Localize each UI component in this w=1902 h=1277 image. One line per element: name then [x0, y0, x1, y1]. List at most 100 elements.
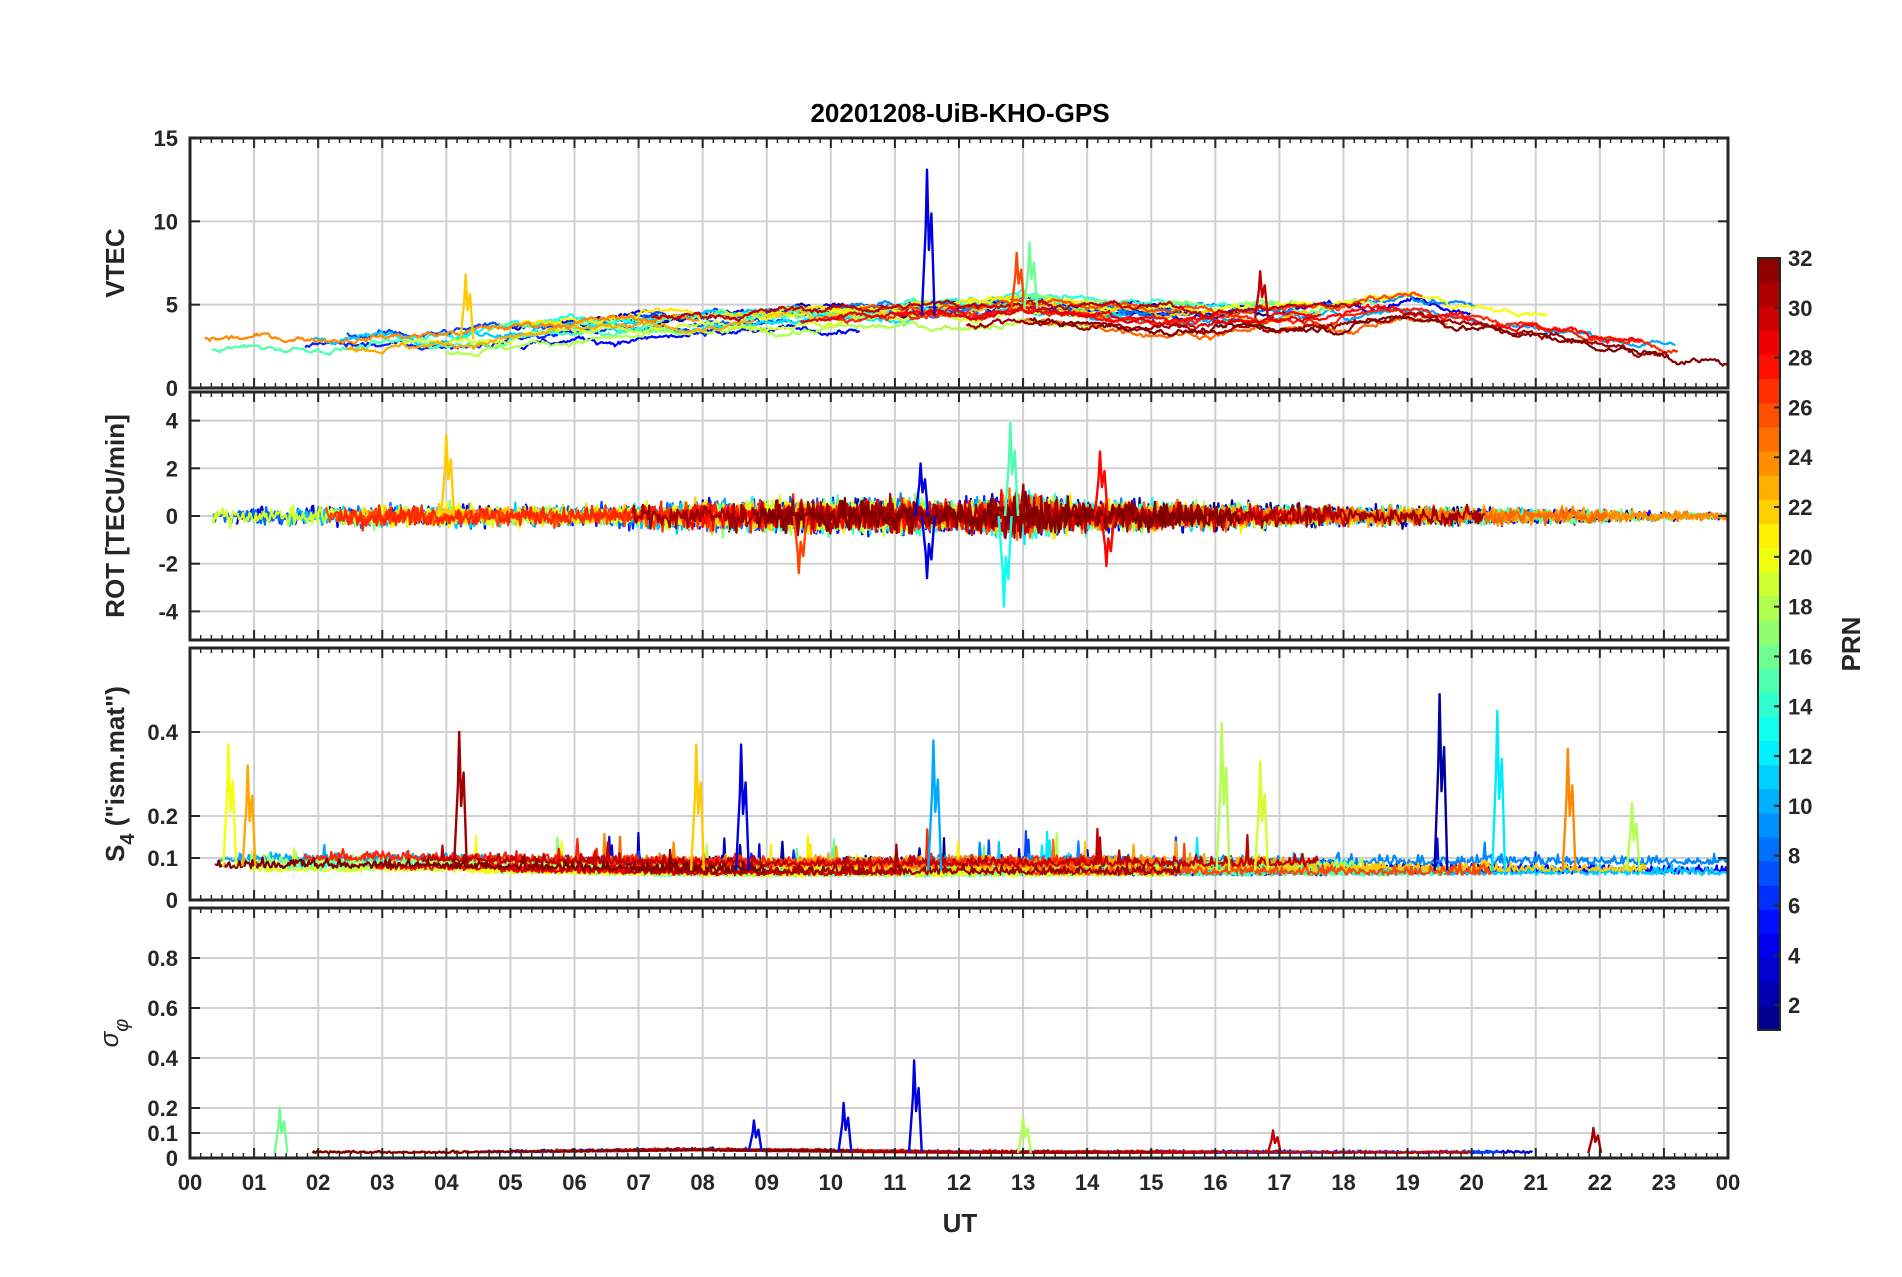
panel-3-series — [214, 693, 1728, 878]
colorbar-tick-label: 12 — [1788, 744, 1812, 769]
colorbar-swatch — [1758, 933, 1780, 959]
event-peak-prn-10 — [927, 739, 943, 871]
colorbar-tick-label: 26 — [1788, 395, 1812, 420]
y-tick-label: 0.4 — [147, 720, 178, 745]
y-axis-label: σφ — [94, 1019, 133, 1048]
x-tick-label: 08 — [690, 1170, 714, 1195]
x-axis-label: UT — [943, 1208, 978, 1238]
event-peak-prn-4 — [920, 168, 936, 316]
colorbar-swatch — [1758, 619, 1780, 645]
event-peak-prn-22 — [440, 433, 456, 517]
x-tick-label: 03 — [370, 1170, 394, 1195]
colorbar-swatch — [1758, 885, 1780, 910]
event-peak-prn-4 — [907, 1059, 923, 1153]
y-tick-label: 0.1 — [147, 1121, 178, 1146]
event-peak-prn-20 — [222, 743, 238, 867]
panel-1-series — [204, 168, 1728, 367]
colorbar-tick-label: 28 — [1788, 346, 1812, 371]
event-peak-prn-15 — [1003, 421, 1020, 517]
colorbar-swatch — [1758, 306, 1780, 331]
y-tick-label: 0 — [166, 504, 178, 529]
y-tick-label: 5 — [166, 293, 178, 318]
colorbar-swatch — [1758, 547, 1780, 573]
event-peak-prn-16 — [1023, 241, 1039, 309]
panel-4-series — [273, 1059, 1603, 1155]
event-peak-prn-2 — [1433, 693, 1449, 871]
event-peak-prn-28 — [1093, 450, 1109, 517]
colorbar-tick-label: 8 — [1788, 844, 1800, 869]
series-prn-29 — [497, 849, 903, 877]
colorbar-swatch — [1758, 788, 1780, 814]
colorbar-tick-label: 14 — [1788, 694, 1813, 719]
event-peak-prn-4 — [747, 1119, 763, 1152]
series-prn-29 — [800, 305, 1322, 330]
y-tick-label: 0.8 — [147, 946, 178, 971]
x-tick-label: 23 — [1652, 1170, 1676, 1195]
colorbar-swatch — [1758, 475, 1780, 500]
series-layer — [204, 168, 1728, 1155]
y-axis-label: VTEC — [100, 228, 130, 298]
event-peak-prn-12 — [1491, 709, 1507, 871]
x-tick-label: 16 — [1203, 1170, 1227, 1195]
x-tick-label: 11 — [883, 1170, 906, 1195]
colorbar-swatch — [1758, 402, 1780, 428]
y-tick-label: 2 — [166, 456, 178, 481]
colorbar-tick-label: 10 — [1788, 794, 1812, 819]
colorbar-swatch — [1758, 981, 1780, 1007]
colorbar-swatch — [1758, 426, 1780, 452]
y-tick-label: 0.6 — [147, 996, 178, 1021]
event-peak-prn-26 — [1010, 251, 1026, 309]
colorbar-tick-label: 30 — [1788, 296, 1812, 321]
x-tick-label: 17 — [1267, 1170, 1291, 1195]
colorbar-tick-label: 4 — [1788, 943, 1801, 968]
colorbar-tick-label: 2 — [1788, 993, 1800, 1018]
x-tick-label: 00 — [1716, 1170, 1740, 1195]
y-axis-label: ROT [TECU/min] — [100, 414, 130, 618]
y-tick-label: 4 — [166, 409, 179, 434]
colorbar-swatch — [1758, 740, 1780, 766]
y-tick-label: -2 — [158, 552, 178, 577]
x-tick-label: 02 — [306, 1170, 330, 1195]
colorbar-swatch — [1758, 258, 1780, 283]
series-prn-5 — [518, 324, 861, 351]
text-layer: 20201208-UiB-KHO-GPS UT 051015VTEC-4-202… — [94, 98, 1740, 1238]
x-tick-label: 05 — [498, 1170, 522, 1195]
colorbar-swatch — [1758, 571, 1780, 597]
x-tick-label: 21 — [1524, 1170, 1548, 1195]
colorbar-tick-label: 24 — [1788, 445, 1813, 470]
colorbar-tick-label: 18 — [1788, 595, 1812, 620]
event-peak-prn-28 — [1100, 515, 1116, 568]
x-tick-label: 04 — [434, 1170, 459, 1195]
event-peak-prn-26 — [792, 515, 808, 575]
colorbar-swatch — [1758, 764, 1780, 790]
x-tick-label: 12 — [947, 1170, 971, 1195]
colorbar-swatch — [1758, 861, 1780, 886]
colorbar-tick-label: 32 — [1788, 246, 1812, 271]
event-peak-prn-4 — [920, 515, 936, 580]
y-tick-label: 15 — [154, 126, 178, 151]
x-tick-label: 20 — [1459, 1170, 1483, 1195]
colorbar-swatch — [1758, 595, 1780, 621]
event-peak-prn-13 — [997, 515, 1013, 608]
colorbar-tick-label: 6 — [1788, 893, 1800, 918]
colorbar-tick-label: 16 — [1788, 644, 1812, 669]
y-tick-label: -4 — [158, 599, 178, 624]
y-axis-label: S4 ("ism.mat") — [100, 686, 139, 862]
event-peak-prn-30 — [1253, 270, 1270, 319]
event-peak-prn-18 — [1215, 722, 1231, 871]
event-peak-prn-19 — [1253, 760, 1270, 871]
y-tick-label: 0 — [166, 376, 178, 401]
event-peak-prn-4 — [837, 1101, 853, 1153]
colorbar-swatch — [1758, 957, 1780, 983]
x-tick-label: 15 — [1139, 1170, 1163, 1195]
y-tick-label: 0.2 — [147, 1096, 178, 1121]
event-peak-prn-22 — [459, 273, 475, 340]
y-tick-label: 0 — [166, 888, 178, 913]
colorbar-swatch — [1758, 330, 1780, 355]
event-peak-prn-22 — [689, 743, 706, 871]
event-peak-prn-30 — [1266, 1129, 1282, 1154]
x-tick-label: 10 — [819, 1170, 843, 1195]
